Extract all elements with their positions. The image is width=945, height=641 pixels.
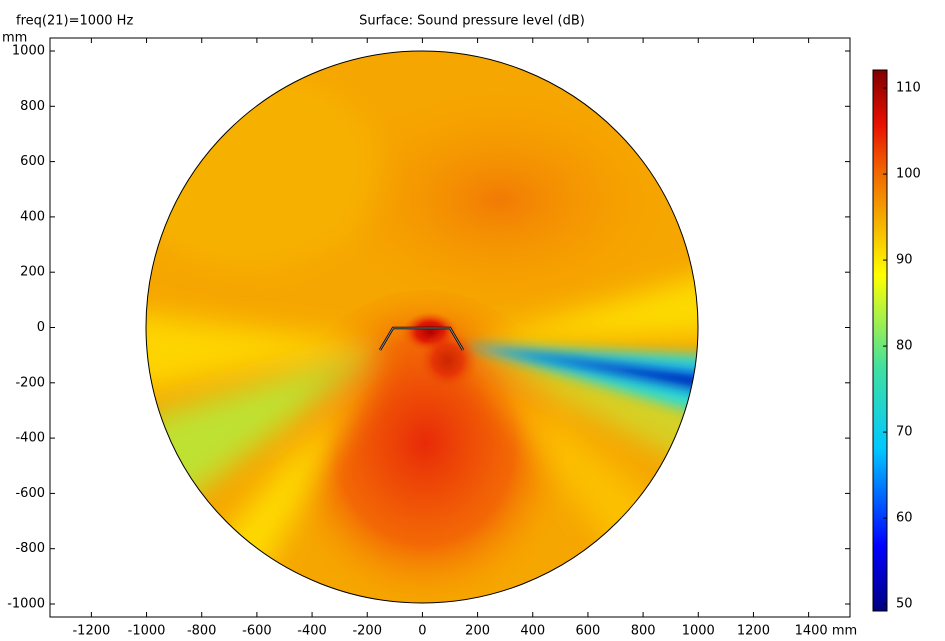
domain-boundary: [145, 50, 699, 604]
x-tick-label: -800: [187, 624, 217, 639]
corner-label: freq(21)=1000 Hz: [16, 14, 133, 29]
y-tick-label: 0: [37, 320, 45, 335]
y-tick-label: 200: [20, 265, 45, 280]
y-tick-label: 600: [20, 154, 45, 169]
y-tick-label: 400: [20, 209, 45, 224]
colorbar-tick-label: 70: [896, 425, 913, 440]
x-tick-label: 1200: [737, 624, 770, 639]
colorbar-tick-label: 50: [896, 597, 913, 612]
colorbar-tick-label: 100: [896, 167, 921, 182]
surface-field: [146, 51, 698, 603]
x-tick-label: -1200: [72, 624, 110, 639]
x-tick-label: -400: [297, 624, 327, 639]
colorbar-tick-label: 80: [896, 339, 913, 354]
colorbar-tick-label: 110: [896, 81, 921, 96]
y-axis-unit: mm: [2, 31, 27, 46]
colorbar: [872, 69, 888, 612]
y-tick-label: -800: [15, 541, 45, 556]
chart-title: Surface: Sound pressure level (dB): [359, 14, 585, 29]
x-tick-label: 1400 mm: [795, 624, 858, 639]
y-tick-label: -200: [15, 375, 45, 390]
x-tick-label: 200: [465, 624, 490, 639]
y-tick-label: -600: [15, 486, 45, 501]
y-tick-label: 800: [20, 99, 45, 114]
y-tick-label: 1000: [12, 43, 45, 58]
speaker-outline-inner: [379, 327, 464, 351]
colorbar-tick-label: 90: [896, 253, 913, 268]
x-tick-label: 600: [576, 624, 601, 639]
x-tick-label: 0: [418, 624, 426, 639]
x-tick-label: -600: [242, 624, 272, 639]
x-tick-label: 400: [520, 624, 545, 639]
x-tick-label: 800: [631, 624, 656, 639]
x-tick-label: -1000: [128, 624, 166, 639]
y-tick-label: -1000: [7, 597, 45, 612]
x-tick-label: 1000: [682, 624, 715, 639]
x-tick-label: -200: [352, 624, 382, 639]
colorbar-tick-label: 60: [896, 511, 913, 526]
y-tick-label: -400: [15, 431, 45, 446]
